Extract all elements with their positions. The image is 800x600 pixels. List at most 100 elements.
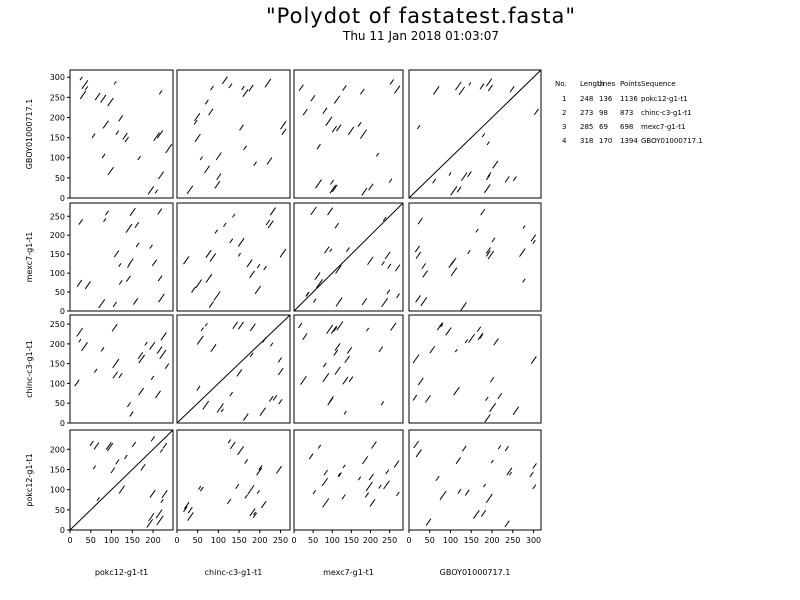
match-segment (246, 259, 253, 268)
match-segment (333, 326, 338, 332)
match-segment (107, 442, 114, 452)
legend-cell: 318 (580, 137, 593, 145)
match-segment (483, 483, 487, 488)
match-segment (131, 441, 137, 448)
match-segment (102, 120, 109, 129)
match-segment (412, 354, 420, 364)
panel-frame (408, 429, 542, 531)
match-segment (440, 323, 444, 328)
panel-3-vs-1: 0 50 100 150 200 250 mexc7-g1-t1 (291, 429, 404, 577)
match-segment (200, 327, 204, 332)
y-axis-label: mexc7-g1-t1 (25, 232, 34, 283)
match-segment (241, 85, 245, 91)
match-segment (159, 448, 164, 453)
match-segment (156, 346, 163, 354)
match-segment (157, 171, 165, 180)
match-segment (361, 298, 368, 306)
match-segment (532, 239, 536, 245)
match-segment (310, 206, 317, 216)
match-segment (484, 184, 491, 194)
self-diagonal-line (69, 429, 174, 531)
y-tick-label: 250 (50, 212, 65, 221)
match-segment (267, 220, 274, 229)
match-segment (194, 133, 201, 143)
panel-2-vs-3 (176, 202, 291, 312)
match-segment (261, 500, 267, 509)
match-segment (213, 291, 221, 301)
match-segment (265, 219, 271, 226)
match-segment (244, 459, 248, 464)
panel-4-vs-4 (408, 69, 542, 199)
y-tick-label: 150 (50, 360, 65, 369)
match-segment (148, 512, 155, 522)
match-segment (313, 298, 317, 303)
match-segment (249, 270, 255, 279)
match-segment (348, 376, 354, 383)
match-segment (226, 498, 232, 505)
match-segment (347, 126, 355, 136)
match-segment (129, 207, 136, 216)
match-segment (155, 390, 161, 399)
match-segment (388, 178, 393, 183)
match-segment (78, 218, 83, 225)
match-segment (485, 493, 493, 504)
match-segment (199, 486, 204, 492)
match-segment (205, 273, 213, 283)
match-segment (279, 248, 287, 258)
match-segment (156, 515, 164, 526)
legend-header: Points (620, 80, 641, 88)
match-segment (326, 324, 334, 334)
y-tick-label: 50 (55, 174, 65, 183)
match-segment (113, 81, 117, 85)
match-segment (243, 413, 249, 421)
match-segment (468, 82, 472, 86)
match-segment (112, 371, 119, 379)
match-segment (485, 247, 491, 254)
match-segment (278, 399, 283, 405)
match-segment (228, 83, 233, 89)
match-segment (497, 445, 502, 450)
match-segment (371, 441, 377, 449)
match-segment (126, 275, 131, 282)
match-segment (229, 238, 234, 244)
match-segment (445, 327, 452, 336)
match-segment (329, 248, 333, 253)
match-segment (451, 257, 457, 265)
panel-1-vs-3: 0 50 100 150 200 250 mexc7-g1-t1 (25, 202, 174, 316)
match-segment (149, 244, 153, 249)
y-tick-label: 100 (50, 379, 65, 388)
self-diagonal-line (408, 69, 542, 199)
match-segment (115, 459, 120, 465)
x-tick-label: 50 (193, 536, 203, 545)
match-segment (344, 355, 350, 364)
panel-frame (408, 69, 542, 199)
match-segment (394, 264, 401, 272)
match-segment (149, 341, 156, 350)
match-segment (312, 490, 317, 495)
legend-cell: 2 (562, 109, 566, 117)
y-tick-label: 200 (50, 113, 65, 122)
match-segment (367, 256, 374, 266)
match-segment (160, 332, 167, 341)
match-segment (149, 489, 156, 498)
match-segment (302, 108, 308, 116)
panel-4-vs-1: 0 50 100 150 200 250 300 GBOY01000717.1 (406, 429, 542, 577)
match-segment (473, 510, 480, 519)
match-segment (512, 406, 520, 416)
match-segment (242, 89, 249, 98)
x-tick-label: 250 (505, 536, 520, 545)
y-tick-label: 100 (50, 486, 65, 495)
match-segment (532, 484, 537, 490)
match-segment (128, 258, 134, 266)
match-segment (513, 176, 517, 182)
match-segment (144, 341, 148, 346)
match-segment (322, 362, 327, 368)
y-tick-label: 150 (50, 134, 65, 143)
panel-2-vs-1: 0 50 100 150 200 250 chinc-c3-g1-t1 (174, 429, 291, 577)
match-segment (256, 490, 260, 494)
match-segment (439, 490, 447, 501)
match-segment (254, 285, 262, 295)
match-segment (252, 512, 258, 519)
match-segment (125, 223, 133, 233)
